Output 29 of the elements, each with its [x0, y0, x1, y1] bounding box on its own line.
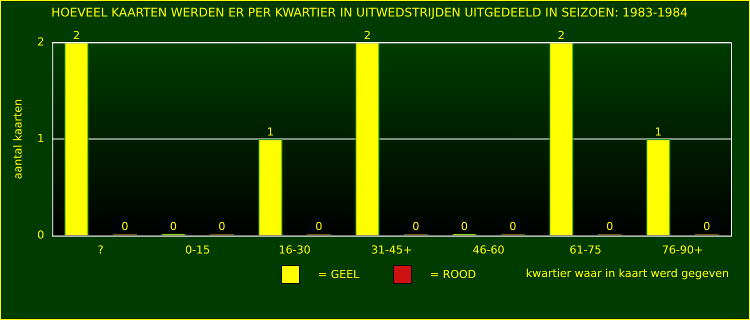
y-axis-title: aantal kaarten: [11, 98, 24, 180]
data-label: 2: [558, 28, 565, 42]
data-label: 0: [412, 220, 420, 234]
data-label: 2: [72, 28, 80, 42]
data-label: 0: [170, 220, 177, 234]
data-label: 0: [218, 220, 226, 234]
data-label: 2: [364, 28, 371, 42]
x-tick-label: 0-15: [185, 243, 210, 256]
text: = GEEL: [318, 268, 360, 281]
x-tick-label: 31-45+: [371, 243, 412, 256]
data-label: 0: [460, 220, 468, 234]
data-label: 0: [121, 220, 128, 234]
data-label: 0: [703, 220, 710, 234]
data-label: 1: [266, 125, 274, 138]
x-axis-title: kwartier waar in kaart werd gegeven: [526, 267, 729, 280]
legend-label: = ROOD: [430, 268, 476, 281]
x-tick-label: 16-30: [278, 243, 311, 256]
chart-title: HOEVEEL KAARTEN WERDEN ER PER KWARTIER IN UITWEDSTRIJDEN UITGEDEELD IN SEIZOEN: 1983-1984: [51, 5, 688, 20]
x-tick-label: 61-75: [570, 243, 602, 256]
x-tick-label: ?: [98, 243, 104, 256]
y-tick-label: 1: [37, 132, 44, 145]
data-label: 0: [606, 220, 614, 234]
data-label: 1: [654, 125, 662, 138]
y-tick-label: 0: [37, 228, 44, 242]
x-tick-label: 76-90+: [662, 243, 704, 256]
data-label: 0: [509, 220, 516, 234]
data-label: 0: [315, 220, 322, 234]
x-tick-label: 46-60: [472, 243, 505, 256]
y-tick-label: 2: [37, 35, 44, 48]
